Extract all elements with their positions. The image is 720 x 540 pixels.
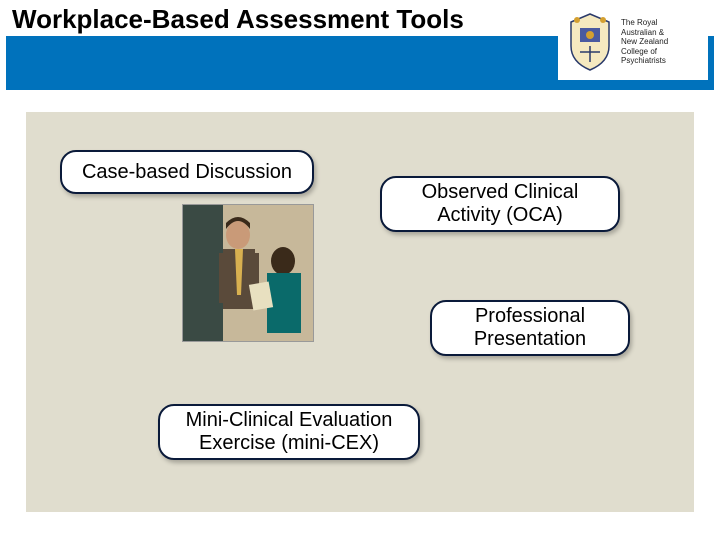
clinical-photo xyxy=(182,204,314,342)
slide-title: Workplace-Based Assessment Tools xyxy=(12,4,464,35)
org-logo: The Royal Australian & New Zealand Colle… xyxy=(558,4,708,80)
org-line: New Zealand xyxy=(621,37,668,46)
org-name: The Royal Australian & New Zealand Colle… xyxy=(621,18,701,66)
content-area: Case-based Discussion O xyxy=(26,112,694,512)
box-label: Mini-Clinical Evaluation Exercise (mini-… xyxy=(168,409,410,455)
org-line: Psychiatrists xyxy=(621,56,666,65)
box-professional: Professional Presentation xyxy=(430,300,630,356)
box-minicex: Mini-Clinical Evaluation Exercise (mini-… xyxy=(158,404,420,460)
org-line: College of xyxy=(621,47,657,56)
crest-icon xyxy=(565,12,615,72)
box-label: Case-based Discussion xyxy=(82,161,292,184)
org-line: The Royal xyxy=(621,18,657,27)
box-case-based: Case-based Discussion xyxy=(60,150,314,194)
box-label: Observed Clinical Activity (OCA) xyxy=(390,181,610,227)
org-line: Australian & xyxy=(621,28,664,37)
slide: Workplace-Based Assessment Tools The Roy… xyxy=(0,0,720,540)
box-oca: Observed Clinical Activity (OCA) xyxy=(380,176,620,232)
box-label: Professional Presentation xyxy=(440,305,620,351)
